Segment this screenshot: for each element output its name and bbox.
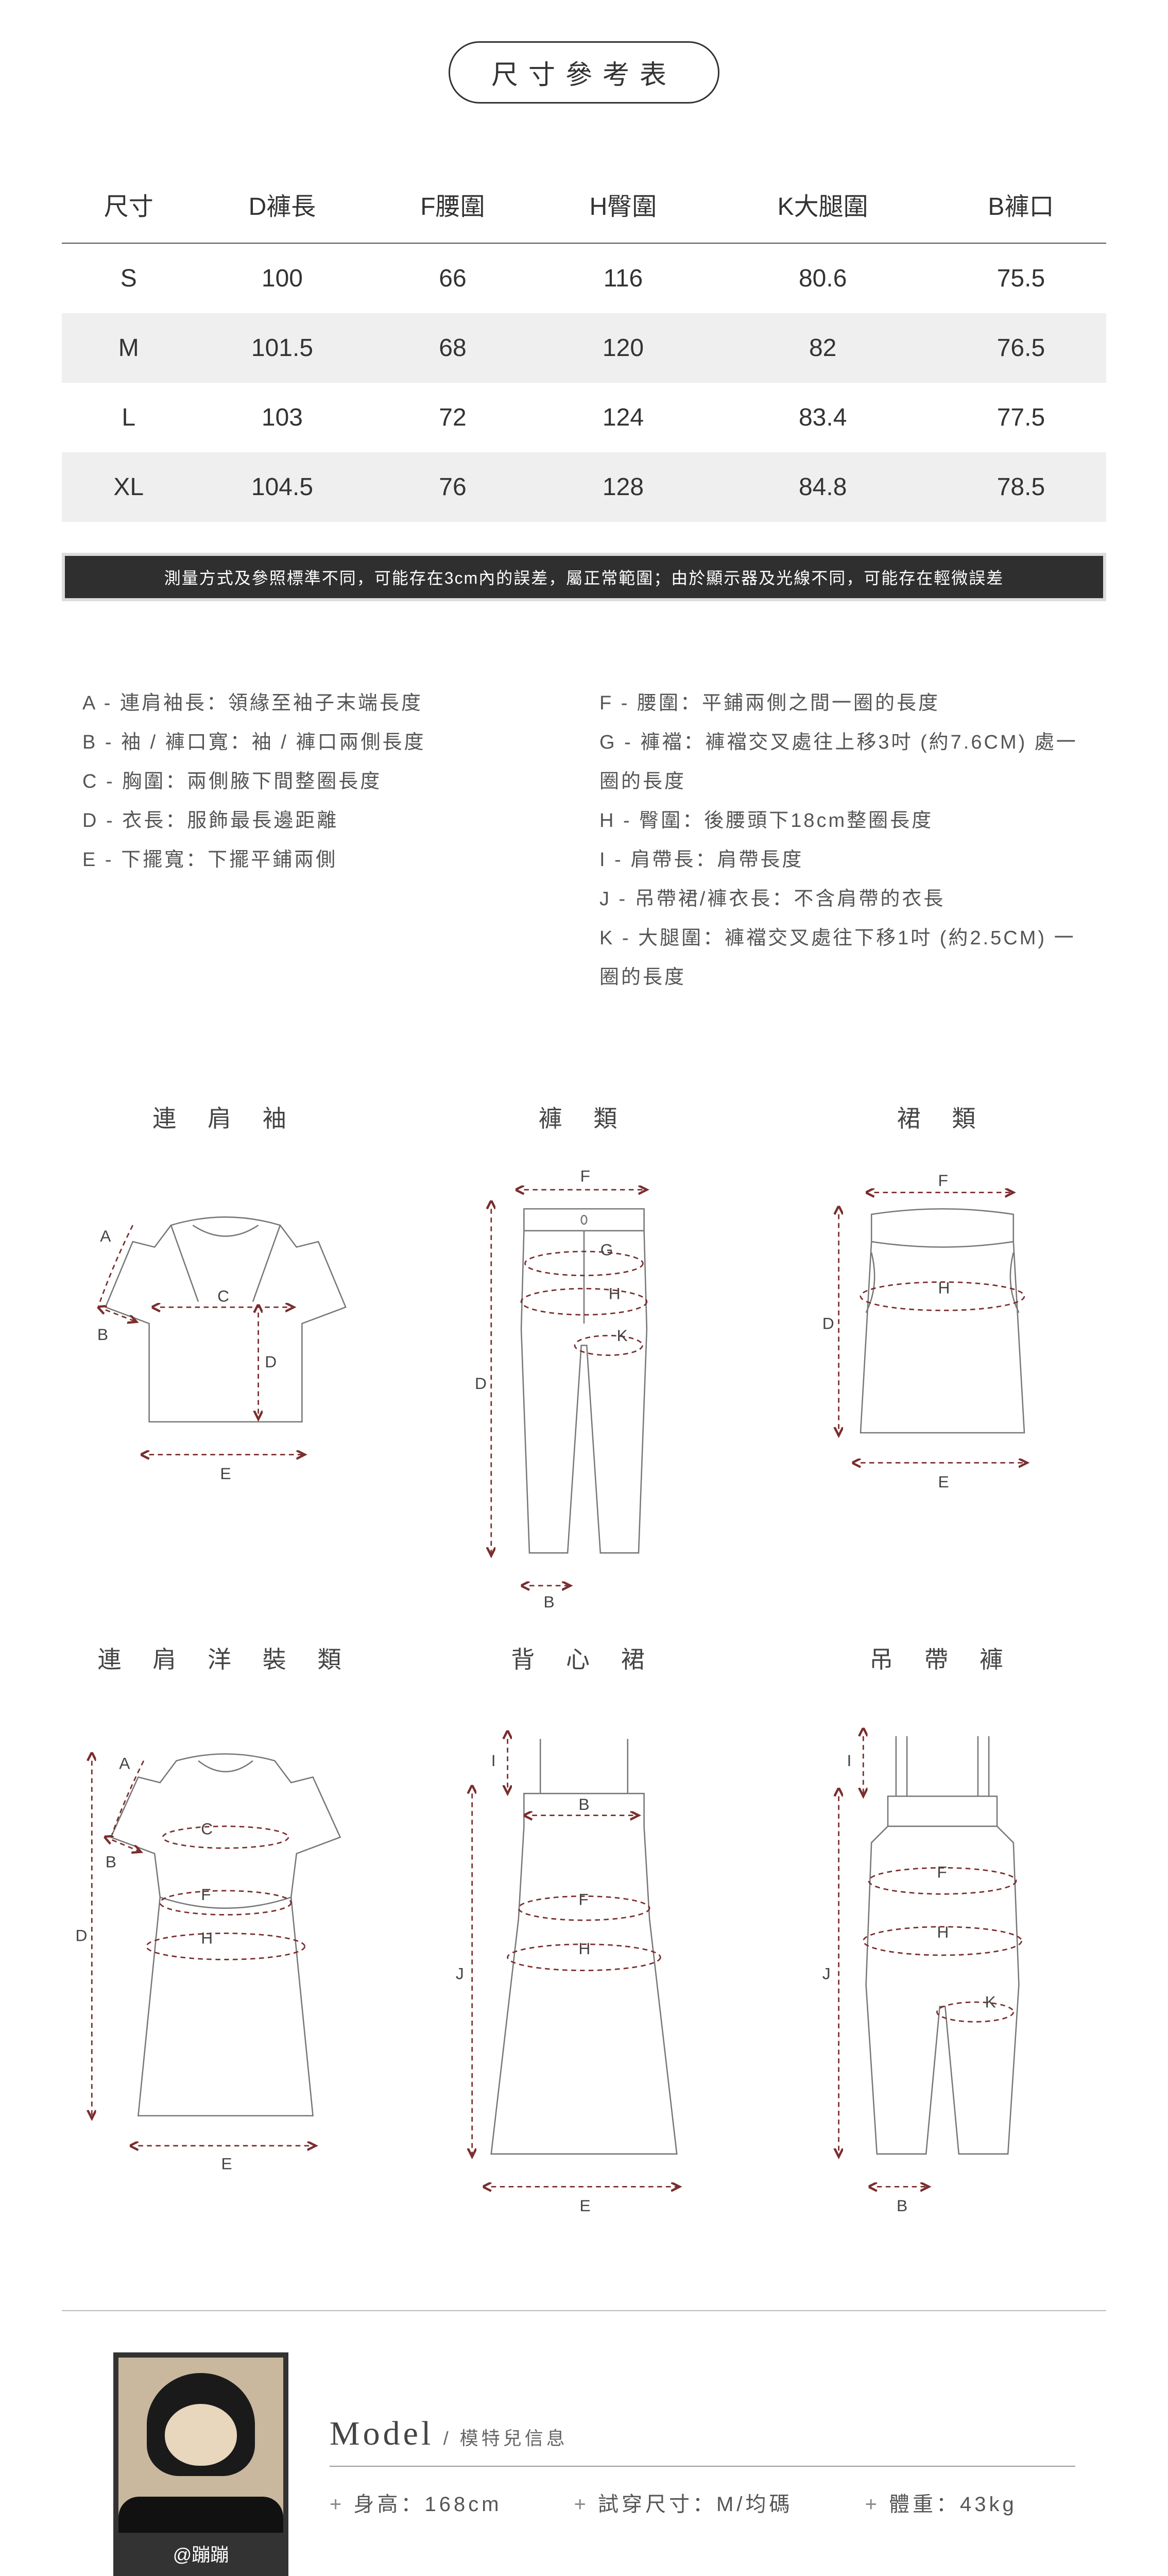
model-heading-sub: / 模特兒信息 [443,2428,568,2449]
col-h: H臀圍 [536,165,710,243]
raglan-dress-icon: A B C F H D E [62,1701,389,2181]
diagram-cami-dress: 背 心 裙 I B F H J E [420,1641,748,2228]
legend-item: A - 連肩袖長：領緣至袖子末端長度 [82,684,569,723]
legend-item: J - 吊帶裙/褲衣長：不含肩帶的衣長 [599,879,1086,919]
skirt-icon: F H D E [779,1160,1106,1498]
legend-item: D - 衣長：服飾最長邊距離 [82,801,569,840]
svg-text:F: F [578,1890,588,1909]
svg-text:I: I [847,1751,852,1770]
legend-right: F - 腰圍：平鋪兩側之間一圈的長度 G - 褲襠：褲襠交叉處往上移3吋 (約7… [599,684,1086,997]
table-row: L 103 72 124 83.4 77.5 [62,383,1106,452]
col-k: K大腿圍 [710,165,935,243]
model-photo: @蹦蹦 [113,2352,288,2576]
svg-text:J: J [456,1964,464,1983]
svg-text:K: K [617,1326,628,1345]
measurement-note: 測量方式及參照標準不同，可能存在3cm內的誤差，屬正常範圍；由於顯示器及光線不同… [62,553,1106,601]
raglan-top-icon: A B C D E [62,1160,389,1498]
diagram-title: 連 肩 袖 [62,1100,389,1134]
svg-text:F: F [937,1863,947,1882]
svg-text:H: H [201,1929,213,1947]
model-card: @蹦蹦 Model / 模特兒信息 身高：168cm 試穿尺寸：M/均碼 體重：… [62,2310,1106,2576]
svg-text:B: B [578,1795,589,1814]
col-b: B褲口 [936,165,1106,243]
svg-text:D: D [475,1374,487,1393]
diagram-grid: 連 肩 袖 A B C D E 褲 類 [62,1100,1106,2228]
svg-text:J: J [822,1964,831,1983]
svg-text:C: C [217,1287,229,1306]
svg-text:B: B [97,1325,108,1344]
model-heading: Model [330,2414,434,2453]
diagram-title: 吊 帶 褲 [779,1641,1106,1675]
legend-item: K - 大腿圍：褲襠交叉處往下移1吋 (約2.5CM) 一圈的長度 [599,919,1086,997]
col-f: F腰圍 [369,165,536,243]
diagram-title: 連 肩 洋 裝 類 [62,1641,389,1675]
svg-text:A: A [100,1227,111,1245]
diagram-title: 裙 類 [779,1100,1106,1134]
legend-item: C - 胸圍：兩側腋下間整圈長度 [82,762,569,801]
legend-item: E - 下擺寬：下擺平鋪兩側 [82,840,569,879]
svg-text:B: B [106,1852,116,1871]
table-row: XL 104.5 76 128 84.8 78.5 [62,452,1106,522]
svg-text:B: B [544,1592,555,1607]
page-title: 尺寸參考表 [449,41,719,104]
svg-text:F: F [938,1171,948,1190]
svg-text:D: D [76,1926,88,1945]
svg-text:G: G [600,1240,613,1259]
measurement-legend: A - 連肩袖長：領緣至袖子末端長度 B - 袖 / 褲口寬：袖 / 褲口兩側長… [62,684,1106,997]
legend-item: I - 肩帶長：肩帶長度 [599,840,1086,879]
svg-text:C: C [201,1820,213,1838]
diagram-skirt: 裙 類 F H D E [779,1100,1106,1610]
pants-icon: F G H K D B [420,1160,748,1607]
legend-item: G - 褲襠：褲襠交叉處往上移3吋 (約7.6CM) 處一圈的長度 [599,723,1086,801]
svg-text:E: E [221,2155,232,2173]
legend-left: A - 連肩袖長：領緣至袖子末端長度 B - 袖 / 褲口寬：袖 / 褲口兩側長… [82,684,569,997]
diagram-raglan-dress: 連 肩 洋 裝 類 A B C F H D E [62,1641,389,2228]
diagram-raglan-top: 連 肩 袖 A B C D E [62,1100,389,1610]
svg-text:H: H [937,1923,949,1941]
diagram-title: 背 心 裙 [420,1641,748,1675]
svg-text:H: H [938,1279,950,1297]
svg-text:F: F [580,1166,590,1185]
svg-text:K: K [985,1993,996,2011]
legend-item: B - 袖 / 褲口寬：袖 / 褲口兩側長度 [82,723,569,762]
svg-text:E: E [938,1472,949,1491]
svg-text:E: E [220,1464,231,1483]
svg-text:A: A [119,1754,130,1773]
model-fit: 試穿尺寸：M/均碼 [574,2487,793,2517]
diagram-pants: 褲 類 F G H K D B [420,1100,748,1610]
col-size: 尺寸 [62,165,195,243]
overalls-icon: I F H K J B [779,1701,1106,2225]
diagram-title: 褲 類 [420,1100,748,1134]
table-header-row: 尺寸 D褲長 F腰圍 H臀圍 K大腿圍 B褲口 [62,165,1106,243]
size-table: 尺寸 D褲長 F腰圍 H臀圍 K大腿圍 B褲口 S 100 66 116 80.… [62,165,1106,522]
model-info: Model / 模特兒信息 身高：168cm 試穿尺寸：M/均碼 體重：43kg [330,2414,1075,2517]
svg-text:H: H [609,1284,621,1302]
svg-text:F: F [201,1885,211,1904]
svg-text:D: D [265,1352,277,1371]
col-d: D褲長 [195,165,369,243]
table-row: M 101.5 68 120 82 76.5 [62,313,1106,383]
svg-text:E: E [580,2196,591,2215]
svg-text:B: B [897,2196,907,2215]
cami-dress-icon: I B F H J E [420,1701,748,2225]
svg-text:D: D [822,1314,834,1333]
svg-text:H: H [578,1939,590,1958]
legend-item: F - 腰圍：平鋪兩側之間一圈的長度 [599,684,1086,723]
svg-text:I: I [491,1751,496,1770]
model-weight: 體重：43kg [865,2487,1017,2517]
model-handle: @蹦蹦 [118,2533,283,2574]
legend-item: H - 臀圍：後腰頭下18cm整圈長度 [599,801,1086,840]
table-row: S 100 66 116 80.6 75.5 [62,243,1106,313]
diagram-overalls: 吊 帶 褲 I F H K J B [779,1641,1106,2228]
model-height: 身高：168cm [330,2487,502,2517]
